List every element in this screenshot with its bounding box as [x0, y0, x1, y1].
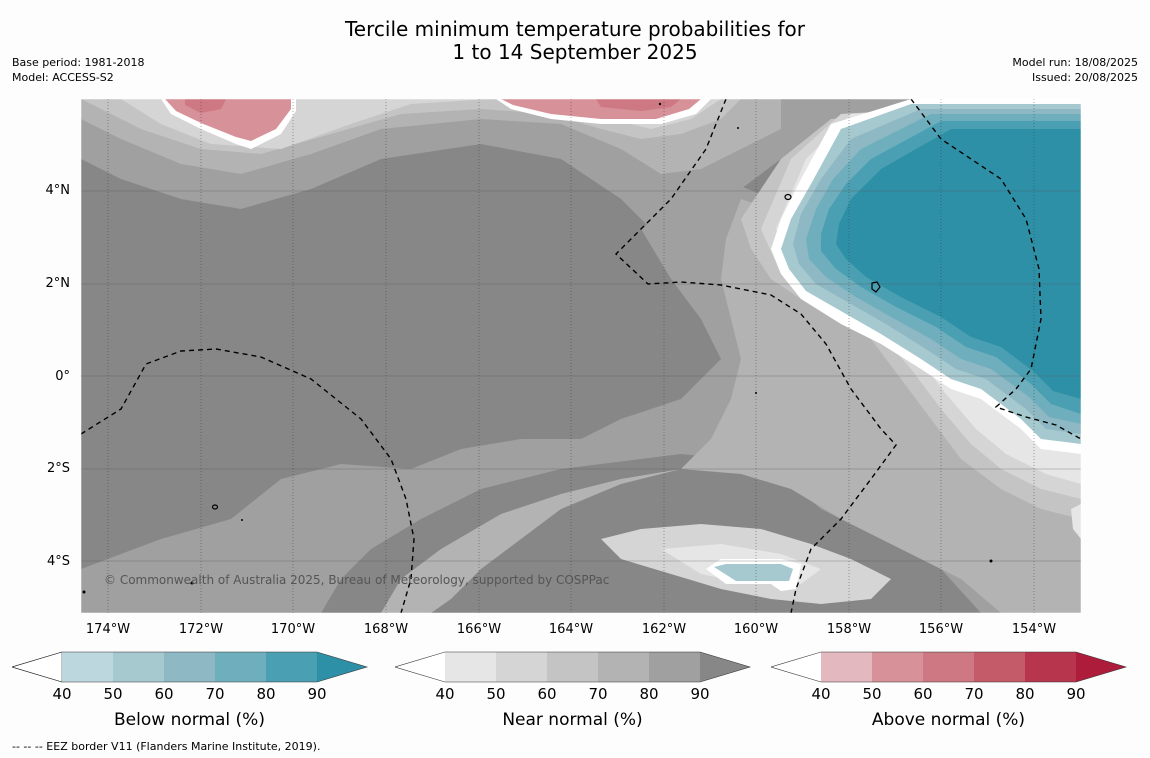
- cb-above-tick-70: 70: [964, 685, 984, 703]
- colorbar-above-normal: 40 50 60 70 80 90 Above normal (%): [771, 651, 1131, 736]
- cb-below-title: Below normal (%): [114, 710, 265, 730]
- base-period: Base period: 1981-2018: [12, 56, 145, 69]
- lat-label-4s: 4°S: [46, 554, 70, 569]
- lat-label-2n: 2°N: [45, 276, 71, 291]
- eez-border-line-islands: [614, 99, 897, 613]
- cb-near-tick-60: 60: [537, 685, 557, 703]
- lon-label-172w: 172°W: [178, 622, 224, 637]
- model-name: Model: ACCESS-S2: [12, 71, 114, 84]
- cb-near-tick-80: 80: [639, 685, 659, 703]
- colorbar-below-normal: 40 50 60 70 80 90 Below normal (%): [12, 651, 372, 736]
- lon-label-154w: 154°W: [1011, 622, 1057, 637]
- below-normal-50-south: [714, 564, 793, 581]
- lat-label-2s: 2°S: [46, 461, 70, 476]
- swatch-above-6: [1076, 652, 1126, 682]
- swatch-below-5: [266, 652, 317, 682]
- swatch-below-6: [317, 652, 367, 682]
- near-normal-70-center: [381, 199, 1081, 613]
- lon-label-170w: 170°W: [270, 622, 316, 637]
- lon-label-160w: 160°W: [733, 622, 779, 637]
- swatch-below-1: [62, 652, 113, 682]
- eez-border-east: [910, 99, 1081, 440]
- title-line-2: 1 to 14 September 2025: [452, 40, 698, 64]
- colorbar-below-swatches: [12, 651, 369, 683]
- swatch-near-2: [496, 652, 547, 682]
- swatch-above-1: [821, 652, 872, 682]
- swatch-above-3: [923, 652, 974, 682]
- cb-below-tick-40: 40: [52, 685, 72, 703]
- copyright-notice: © Commonwealth of Australia 2025, Bureau…: [104, 573, 610, 587]
- swatch-above-0: [771, 652, 821, 682]
- island-jarvis: [784, 193, 792, 201]
- swatch-near-3: [547, 652, 598, 682]
- cb-below-tick-90: 90: [307, 685, 327, 703]
- cb-near-tick-50: 50: [486, 685, 506, 703]
- lon-label-158w: 158°W: [826, 622, 872, 637]
- above-normal-60-north: [596, 99, 681, 111]
- issued-date: Issued: 20/08/2025: [1031, 71, 1138, 84]
- colorbar-near-swatches: [395, 651, 752, 683]
- cb-above-tick-50: 50: [862, 685, 882, 703]
- eez-border-phoenix: [81, 348, 415, 613]
- swatch-near-0: [395, 652, 445, 682]
- lon-label-174w: 174°W: [85, 622, 131, 637]
- lon-label-166w: 166°W: [456, 622, 502, 637]
- probability-map: [81, 99, 1081, 613]
- meta-right: Model run: 18/08/2025 Issued: 20/08/2025: [1012, 55, 1138, 85]
- islands: [211, 193, 881, 510]
- swatch-below-3: [164, 652, 215, 682]
- lon-label-156w: 156°W: [918, 622, 964, 637]
- lat-label-4n: 4°N: [45, 183, 71, 198]
- island-kiritimati: [871, 281, 881, 293]
- swatch-above-5: [1025, 652, 1076, 682]
- swatch-near-1: [445, 652, 496, 682]
- cb-below-tick-50: 50: [103, 685, 123, 703]
- lat-label-0: 0°: [55, 369, 70, 384]
- cb-near-tick-90: 90: [690, 685, 710, 703]
- model-run: Model run: 18/08/2025: [1012, 56, 1138, 69]
- cb-below-tick-70: 70: [205, 685, 225, 703]
- cb-above-tick-60: 60: [913, 685, 933, 703]
- above-normal-60-northwest: [185, 99, 226, 113]
- near-normal-east-edge: [1071, 504, 1081, 539]
- cb-near-title: Near normal (%): [502, 710, 643, 730]
- swatch-above-2: [872, 652, 923, 682]
- swatch-near-6: [700, 652, 750, 682]
- cb-below-tick-80: 80: [256, 685, 276, 703]
- cb-near-tick-40: 40: [435, 685, 455, 703]
- swatch-below-0: [12, 651, 63, 683]
- swatch-below-4: [215, 652, 266, 682]
- cb-above-tick-90: 90: [1066, 685, 1086, 703]
- lon-label-168w: 168°W: [363, 622, 409, 637]
- cb-above-title: Above normal (%): [871, 710, 1026, 730]
- lon-label-164w: 164°W: [548, 622, 594, 637]
- lon-label-162w: 162°W: [641, 622, 687, 637]
- swatch-near-4: [598, 652, 649, 682]
- eez-footnote: -- -- -- EEZ border V11 (Flanders Marine…: [12, 740, 321, 753]
- cb-near-tick-70: 70: [588, 685, 608, 703]
- latitude-gridlines: [81, 190, 1081, 562]
- cb-above-tick-40: 40: [811, 685, 831, 703]
- island-dots: [82, 102, 993, 594]
- island-small-west: [211, 504, 219, 510]
- swatch-near-5: [649, 652, 700, 682]
- colorbar-near-normal: 40 50 60 70 80 90 Near normal (%): [395, 651, 755, 736]
- below-normal-90-east: [836, 129, 1081, 399]
- title-line-1: Tercile minimum temperature probabilitie…: [344, 17, 806, 41]
- colorbar-above-swatches: [771, 651, 1128, 683]
- eez-borders: [81, 99, 1081, 613]
- cb-below-tick-60: 60: [154, 685, 174, 703]
- cb-above-tick-80: 80: [1015, 685, 1035, 703]
- swatch-below-2: [113, 652, 164, 682]
- swatch-above-4: [974, 652, 1025, 682]
- meta-left: Base period: 1981-2018 Model: ACCESS-S2: [12, 55, 144, 85]
- map-title: Tercile minimum temperature probabilitie…: [0, 18, 1150, 64]
